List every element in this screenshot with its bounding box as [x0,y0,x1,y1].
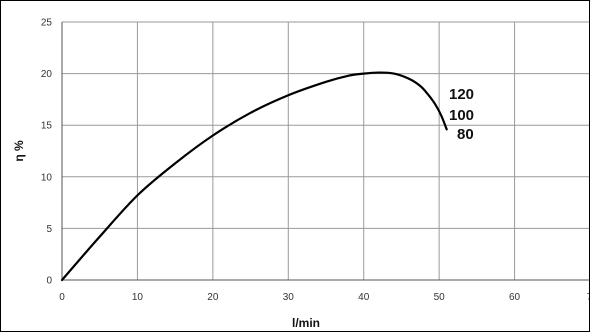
y-tick-label: 25 [41,18,53,29]
x-tick-label: 20 [207,292,219,303]
annotation-label: 120 [449,86,474,103]
y-tick-label: 20 [41,69,53,80]
y-axis-label: η % [12,140,26,162]
x-tick-label: 7 [587,292,589,303]
y-tick-label: 0 [46,276,52,287]
x-tick-label: 10 [132,292,144,303]
x-tick-label: 60 [509,292,521,303]
y-tick-label: 5 [46,224,52,235]
x-tick-label: 40 [358,292,370,303]
x-tick-label: 0 [59,292,65,303]
x-tick-label: 30 [283,292,295,303]
y-tick-label: 15 [41,121,53,132]
y-tick-label: 10 [41,172,53,183]
x-axis-label: l/min [292,316,320,330]
annotation-label: 80 [457,126,474,143]
efficiency-curve [60,71,448,282]
x-tick-label: 50 [434,292,446,303]
annotation-label: 100 [449,107,474,124]
